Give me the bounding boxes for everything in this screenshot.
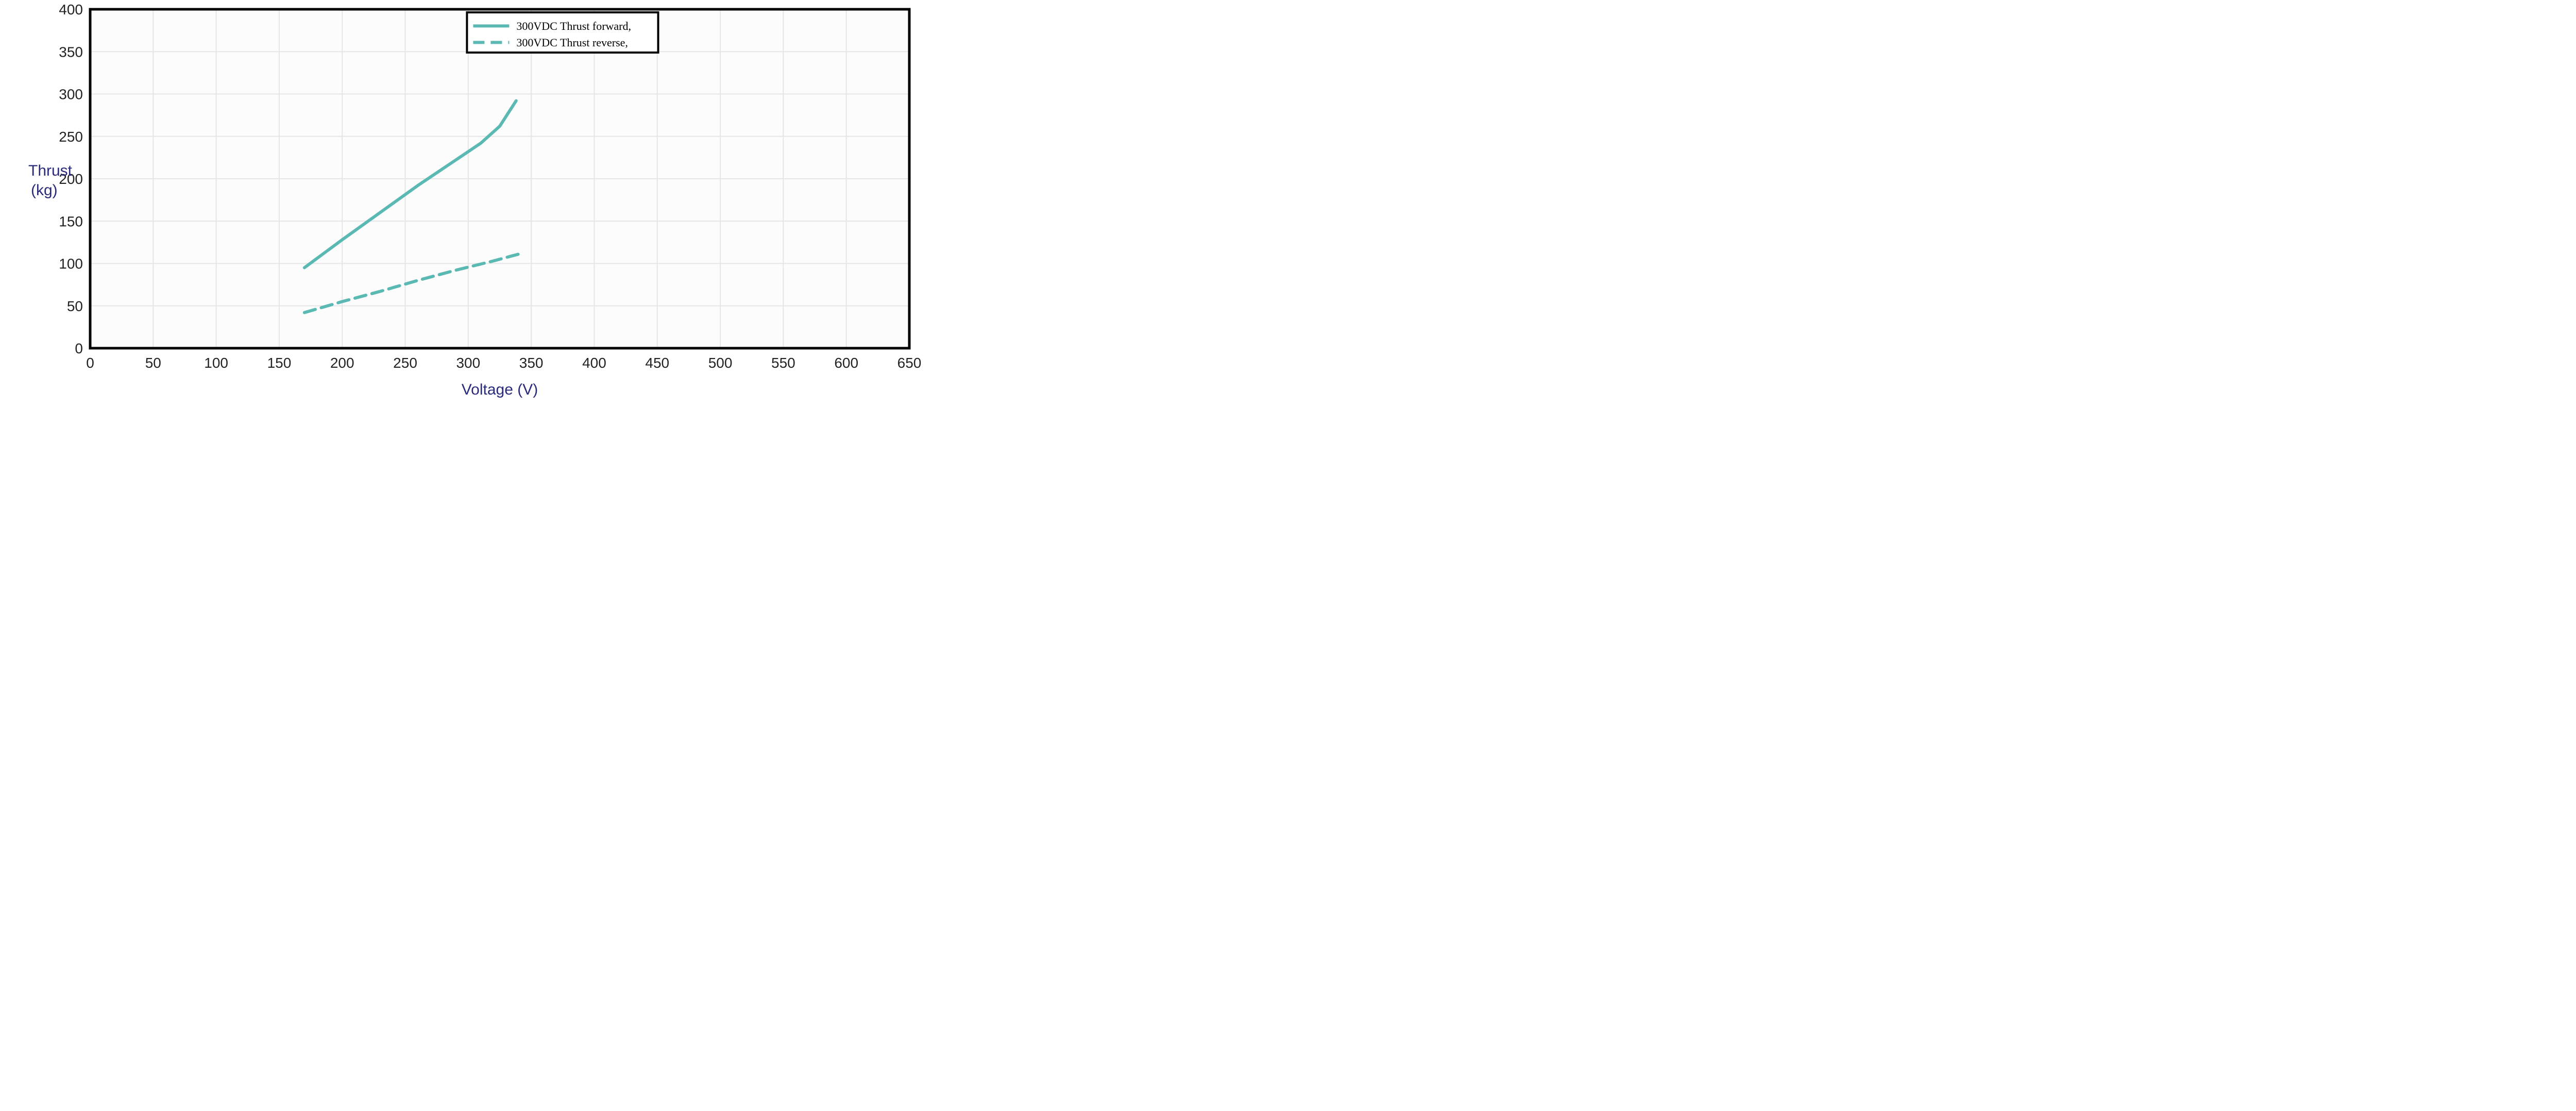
legend-label-1: 300VDC Thrust reverse, [516, 36, 628, 49]
legend: 300VDC Thrust forward, 300VDC Thrust reve… [467, 12, 658, 53]
thrust-voltage-chart: 0 50 100 150 200 250 300 350 400 450 500 550 600 650 0… [0, 0, 927, 400]
x-tick-label: 600 [834, 355, 858, 371]
x-axis-label: Voltage (V) [462, 381, 538, 398]
x-tick-label: 650 [897, 355, 922, 371]
x-tick-label: 500 [708, 355, 733, 371]
x-tick-label: 350 [519, 355, 544, 371]
x-tick-label: 300 [456, 355, 480, 371]
y-tick-label: 150 [59, 213, 83, 229]
x-tick-label: 550 [771, 355, 795, 371]
legend-label-0: 300VDC Thrust forward, [516, 20, 631, 32]
y-tick-label: 350 [59, 44, 83, 60]
y-tick-label: 400 [59, 2, 83, 18]
y-axis-label-line1: Thrust [28, 162, 73, 179]
y-axis-label-line2: (kg) [31, 182, 58, 199]
x-tick-label: 450 [645, 355, 669, 371]
x-tick-label: 150 [267, 355, 292, 371]
y-tick-label: 0 [75, 340, 83, 356]
x-tick-label: 250 [393, 355, 417, 371]
y-tick-label: 50 [67, 298, 83, 314]
x-tick-label: 100 [204, 355, 228, 371]
chart-svg: 0 50 100 150 200 250 300 350 400 450 500 550 600 650 0… [0, 0, 927, 400]
x-tick-label: 200 [330, 355, 354, 371]
x-tick-label: 0 [86, 355, 94, 371]
x-tick-label: 400 [582, 355, 606, 371]
y-tick-label: 250 [59, 129, 83, 145]
x-tick-label: 50 [145, 355, 161, 371]
y-tick-label: 300 [59, 87, 83, 102]
y-tick-label: 100 [59, 256, 83, 272]
